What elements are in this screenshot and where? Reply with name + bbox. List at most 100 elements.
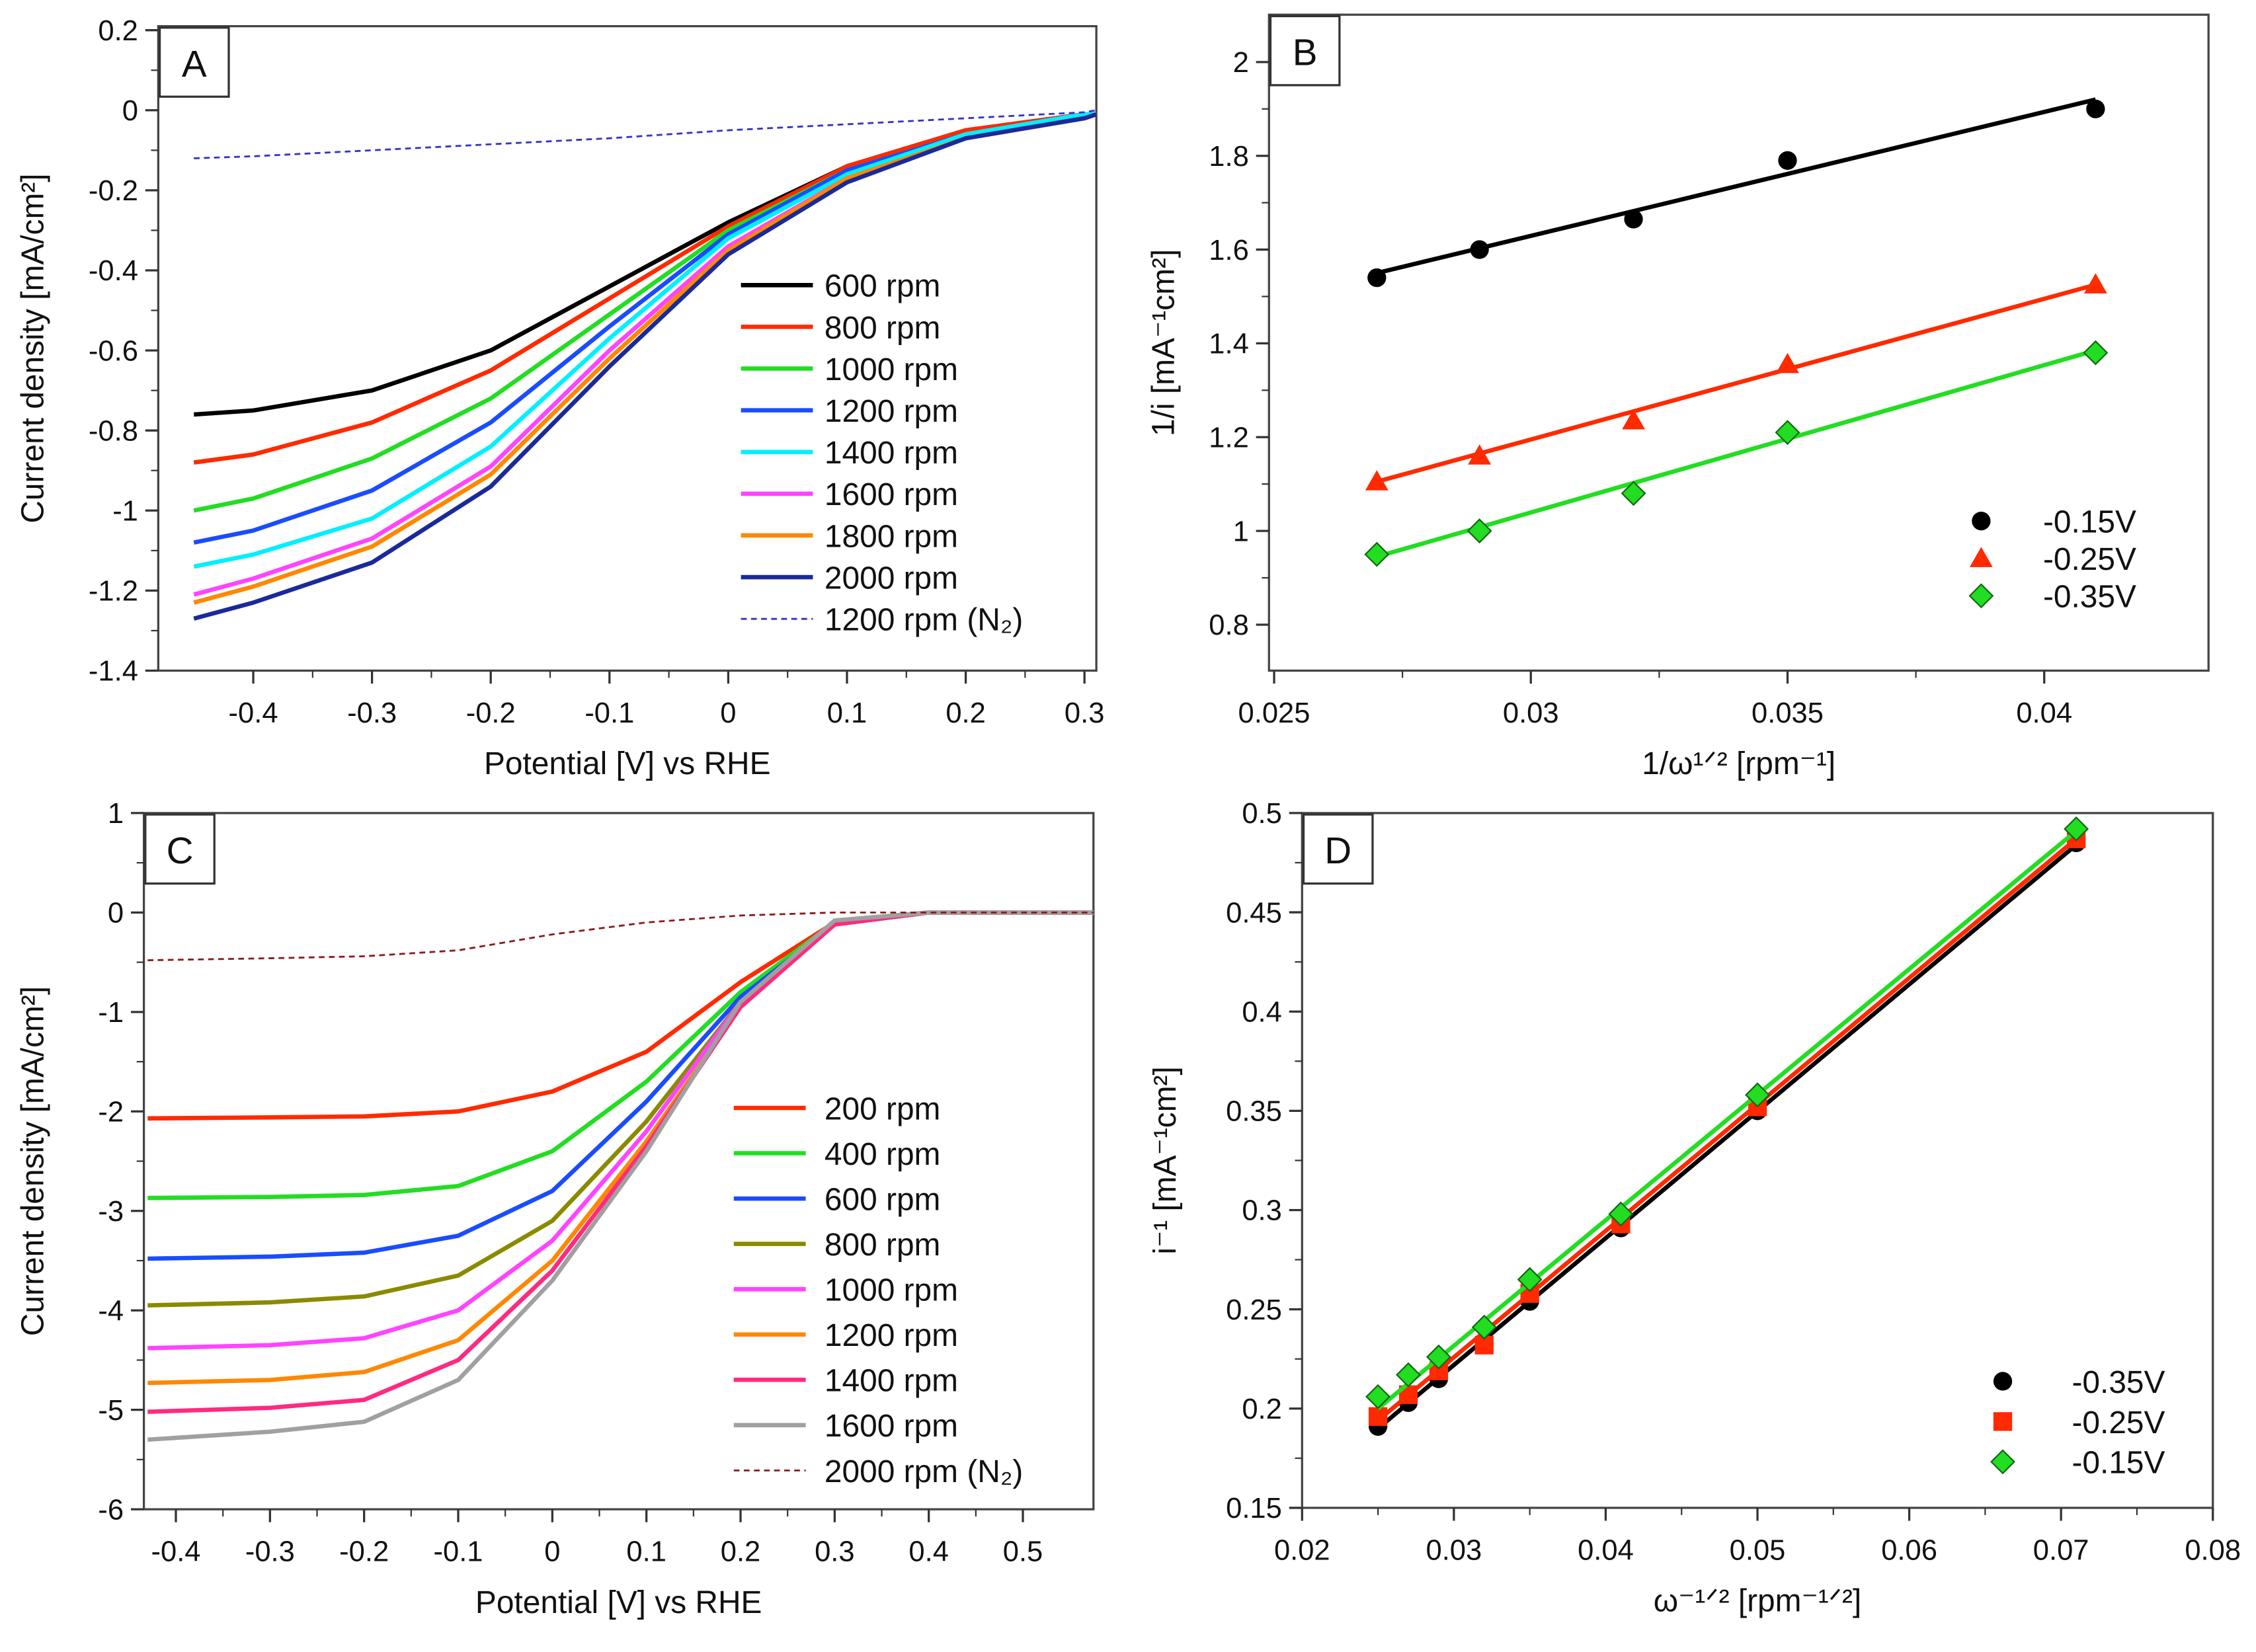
panel-letter-box [158, 26, 230, 98]
y-tick-label: -4 [98, 1295, 124, 1327]
data-point--0-35v [1364, 541, 1390, 567]
data-point--0-15v [1608, 1201, 1634, 1227]
y-tick-label: 0.4 [1242, 996, 1282, 1028]
plot-data [147, 910, 1094, 1442]
y-tick-label: 1.8 [1209, 141, 1249, 173]
x-tick-label: 0.07 [2033, 1534, 2089, 1566]
data-point--0-25v [1622, 409, 1645, 430]
legend-label: -0.15V [2043, 505, 2136, 540]
legend-label: 800 rpm [825, 311, 941, 346]
fit-line--0-15v [1377, 829, 2078, 1411]
x-tick-label: 0.02 [1274, 1534, 1330, 1566]
legend: 600 rpm 800 rpm 1000 rpm 1200 rpm 1400 rpm 16… [741, 269, 1024, 638]
y-axis-label: 1/i [mA⁻¹cm²] [1147, 249, 1182, 436]
x-tick-label: -0.4 [151, 1536, 201, 1567]
y-tick-label: 0.25 [1226, 1294, 1282, 1326]
y-tick-label: 1.2 [1209, 422, 1249, 454]
data-point--0-15v [2064, 816, 2089, 842]
legend-label: 800 rpm [825, 1228, 941, 1263]
y-tick-label: 2 [1233, 47, 1249, 79]
panel-letter: C [167, 830, 194, 871]
plot-data [1365, 816, 2089, 1436]
y-tick-label: -1 [112, 496, 138, 528]
x-tick-label: -0.4 [229, 697, 278, 729]
y-tick-label: 0 [108, 898, 124, 929]
legend-label: 2000 rpm [825, 561, 958, 596]
legend-label: 1200 rpm [825, 394, 958, 429]
legend-label: 1200 rpm (N₂) [825, 603, 1024, 638]
fit-line--0-25v [1376, 837, 2078, 1423]
legend-label: -0.15V [2072, 1446, 2165, 1481]
panel-letter: B [1293, 31, 1318, 73]
x-tick-label: -0.2 [466, 697, 516, 729]
legend-label: 600 rpm [825, 1182, 941, 1217]
fit-line--0-35v [1376, 348, 2097, 559]
legend-label: -0.25V [2043, 542, 2136, 577]
panel-letter: A [182, 43, 207, 85]
data-point--0-35v [1775, 420, 1800, 446]
data-point--0-15v [1745, 1082, 1770, 1108]
y-tick-label: -6 [98, 1494, 124, 1526]
panel-letter-box [1269, 15, 1341, 87]
legend-marker [1968, 583, 1994, 609]
y-tick-label: 0.5 [1242, 798, 1282, 830]
y-tick-label: -0.4 [89, 255, 138, 287]
x-tick-label: 0.5 [1003, 1536, 1043, 1567]
y-tick-label: -1 [98, 997, 124, 1029]
chart-panel-d: 0.02 0.03 0.04 0.05 0.06 0.07 0.08 0.15 0.2 0.25 0… [1148, 798, 2241, 1618]
legend-label: 1000 rpm [825, 1273, 958, 1308]
legend-label: 1200 rpm [825, 1318, 958, 1353]
y-tick-label: 0.45 [1226, 897, 1282, 929]
x-tick-label: 0.1 [626, 1536, 666, 1567]
data-point--0-15v [1517, 1267, 1543, 1292]
series-line-2000-rpm [193, 112, 1097, 621]
legend-label: 200 rpm [825, 1091, 941, 1126]
data-point--0-15v [1624, 210, 1643, 229]
y-tick-label: -0.6 [89, 335, 138, 367]
panel-letter: D [1324, 830, 1351, 871]
x-tick-label: 0 [720, 697, 736, 729]
x-tick-label: 0.2 [721, 1536, 761, 1567]
chart-panel-c: -0.4 -0.3 -0.2 -0.1 0 0.1 0.2 0.3 0.4 0.5 1 0 -1 -2 -3… [15, 798, 1095, 1620]
legend-marker [1969, 547, 1993, 567]
data-point--0-15v [1426, 1344, 1451, 1370]
data-point--0-35v [1621, 481, 1646, 506]
data-point--0-15v [1778, 151, 1797, 170]
legend-label: -0.35V [2072, 1365, 2165, 1400]
x-tick-label: 0.05 [1730, 1534, 1786, 1566]
y-axis-label: i⁻¹ [mA⁻¹cm²] [1148, 1066, 1183, 1254]
data-point--0-15v [1365, 1384, 1391, 1409]
plot-frame [1301, 812, 2214, 1509]
data-point--0-15v [1367, 268, 1387, 288]
x-tick-label: 0.1 [827, 697, 867, 729]
x-tick-label: -0.2 [339, 1536, 389, 1567]
series-line-1200-rpm-n- [194, 109, 1097, 159]
data-point--0-15v [2086, 99, 2105, 118]
y-tick-label: 0.3 [1242, 1195, 1282, 1227]
data-point--0-25v [1776, 352, 1799, 374]
x-tick-label: 0.06 [1881, 1534, 1937, 1566]
x-tick-label: 0.04 [1578, 1534, 1634, 1566]
legend-label: -0.35V [2043, 580, 2136, 615]
y-tick-label: 0.35 [1226, 1096, 1282, 1128]
data-point--0-15v [1471, 1314, 1497, 1340]
data-point--0-25v [2083, 273, 2107, 294]
panel-letter-box [1302, 813, 1374, 885]
y-tick-label: 1 [108, 798, 124, 830]
legend-marker [1993, 1412, 2013, 1431]
legend: -0.35V -0.25V -0.15V [1990, 1365, 2165, 1481]
series-line-1600-rpm [147, 910, 1094, 1442]
y-tick-label: -1.4 [89, 656, 138, 688]
chart-panel-a: -0.4 -0.3 -0.2 -0.1 0 0.1 0.2 0.3 0.2 0 -0.2 -0.4 -0… [15, 15, 1104, 781]
x-tick-label: 0.035 [1752, 697, 1824, 729]
chart-panel-b: 0.025 0.03 0.035 0.04 0.8 1 1.2 1.4 1.6 1.8 2 1/ω¹ᐟ… [1147, 13, 2210, 781]
x-tick-label: 0 [544, 1536, 560, 1567]
data-point--0-35v [1467, 518, 1492, 544]
legend-label: 1800 rpm [825, 519, 958, 554]
x-tick-label: 0.025 [1238, 697, 1310, 729]
x-axis-label: Potential [V] vs RHE [484, 746, 771, 781]
x-tick-label: -0.1 [584, 697, 634, 729]
fit-line--0-25v [1376, 282, 2097, 484]
x-tick-label: 0.03 [1503, 697, 1559, 729]
